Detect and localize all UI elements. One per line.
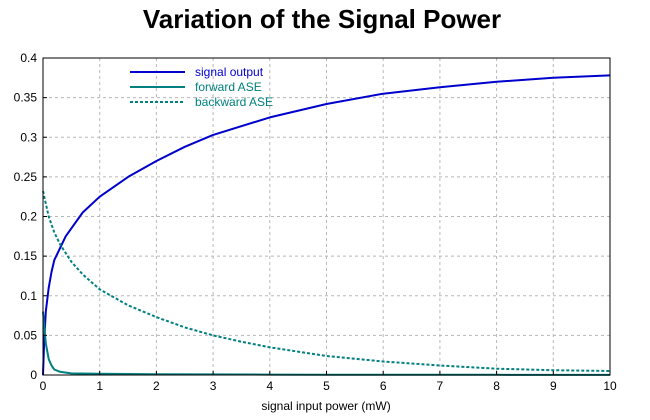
y-tick-label: 0.15 (14, 249, 38, 263)
legend-label-forward-ASE: forward ASE (195, 80, 262, 94)
x-tick-label: 2 (153, 379, 160, 393)
x-tick-label: 9 (550, 379, 557, 393)
legend-label-signal-output: signal output (195, 65, 264, 79)
x-axis-ticks: 0 1 2 3 4 5 6 7 8 9 10 (40, 371, 617, 393)
y-tick-label: 0 (30, 368, 37, 382)
x-tick-label: 0 (40, 379, 47, 393)
y-tick-label: 0.1 (20, 289, 37, 303)
series-line-signal-output (42, 74, 611, 376)
x-tick-label: 5 (323, 379, 330, 393)
x-tick-label: 1 (96, 379, 103, 393)
y-tick-label: 0.4 (20, 51, 37, 65)
series-line-backward-ASE (42, 190, 611, 372)
y-tick-label: 0.25 (14, 170, 38, 184)
legend-label-backward-ASE: backward ASE (195, 95, 273, 109)
y-tick-label: 0.35 (14, 91, 38, 105)
y-tick-label: 0.05 (14, 328, 38, 342)
grid (43, 58, 610, 375)
x-tick-label: 8 (493, 379, 500, 393)
x-axis-label: signal input power (mW) (261, 399, 390, 413)
x-tick-label: 4 (266, 379, 273, 393)
chart-title: Variation of the Signal Power (143, 4, 501, 34)
x-tick-label: 10 (603, 379, 617, 393)
x-tick-label: 3 (210, 379, 217, 393)
x-tick-label: 6 (380, 379, 387, 393)
y-tick-label: 0.3 (20, 130, 37, 144)
y-tick-label: 0.2 (20, 210, 37, 224)
x-tick-label: 7 (437, 379, 444, 393)
y-axis-ticks: 0 0.05 0.1 0.15 0.2 0.25 0.3 0.35 0.4 (14, 51, 47, 382)
